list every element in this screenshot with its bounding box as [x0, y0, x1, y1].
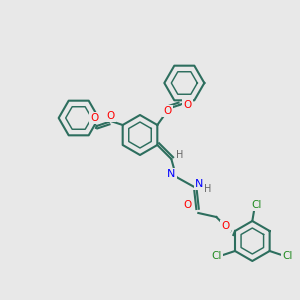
- Text: O: O: [221, 221, 230, 231]
- Text: O: O: [183, 200, 191, 210]
- Text: O: O: [183, 100, 191, 110]
- Text: O: O: [91, 113, 99, 123]
- Text: O: O: [163, 106, 171, 116]
- Text: N: N: [167, 169, 176, 179]
- Text: Cl: Cl: [251, 200, 262, 210]
- Text: H: H: [176, 150, 183, 160]
- Text: Cl: Cl: [212, 251, 222, 261]
- Text: H: H: [204, 184, 211, 194]
- Text: Cl: Cl: [283, 251, 293, 261]
- Text: O: O: [106, 111, 115, 121]
- Text: N: N: [195, 179, 203, 189]
